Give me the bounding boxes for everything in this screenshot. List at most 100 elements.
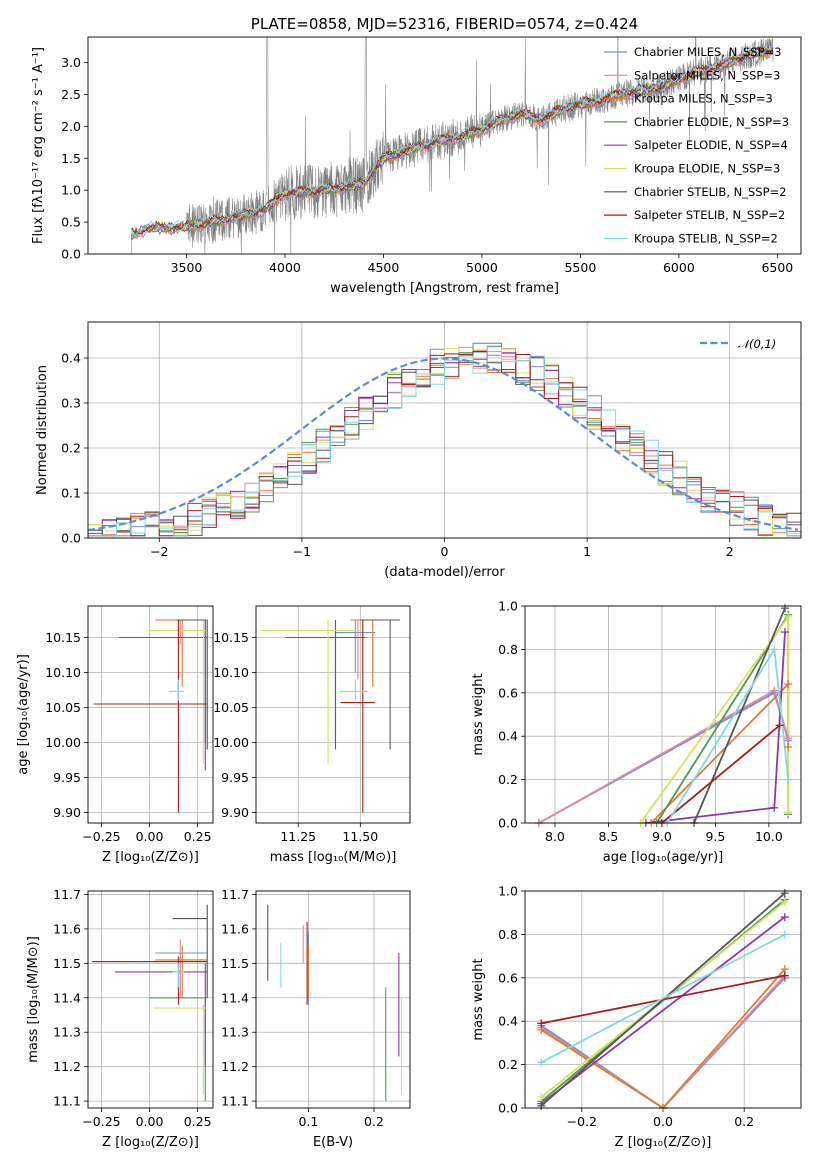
weight_vs_age-point-marker bbox=[775, 721, 784, 730]
age_vs_Z-plot-area bbox=[93, 619, 208, 813]
residuals-y-axis-label: Normed distribution bbox=[35, 365, 50, 495]
spectrum-y-tick-label: 0.0 bbox=[61, 247, 81, 262]
weight_vs_Z-point-marker bbox=[780, 897, 789, 906]
legend-entry: Kroupa STELIB, N_SSP=2 bbox=[634, 231, 778, 245]
weight_vs_age-x-tick-label: 8.5 bbox=[598, 829, 618, 844]
weight_vs_age-series-line bbox=[538, 691, 790, 823]
residuals-x-tick-label: 1 bbox=[583, 544, 591, 559]
mass_vs_ebv-x-tick-label: 0.1 bbox=[298, 1114, 318, 1129]
weight_vs_age-series-line bbox=[693, 607, 786, 823]
age_vs_Z-x-axis-label: Z [log₁₀(Z/Z⊙)] bbox=[102, 850, 199, 865]
mass_vs_Z-y-axis-label: mass [log₁₀(M/M⊙)] bbox=[26, 936, 41, 1063]
mass_vs_Z-errorbar-salpeter-miles bbox=[179, 939, 208, 998]
residuals-x-tick-label: 0 bbox=[441, 544, 449, 559]
weight_vs_age-point-marker bbox=[784, 680, 793, 689]
weight_vs_age-series-line bbox=[639, 614, 790, 823]
spectrum-x-axis-label: wavelength [Angstrom, rest frame] bbox=[330, 281, 559, 296]
weight_vs_Z-y-axis-label: mass weight bbox=[471, 958, 486, 1040]
age_vs_mass-y-tick-label: 10.05 bbox=[213, 700, 249, 715]
age_vs_Z-x-tick-label: −0.25 bbox=[82, 829, 120, 844]
residuals-legend: 𝒩(0,1) bbox=[700, 337, 776, 351]
age_vs_Z-errorbar-kroupa-stelib bbox=[168, 679, 185, 701]
mass_vs_ebv-y-tick-label: 11.5 bbox=[221, 956, 249, 971]
spectrum-frame bbox=[87, 36, 802, 255]
mass_vs_ebv-y-tick-label: 11.3 bbox=[221, 1025, 249, 1040]
age_vs_mass-plot-area bbox=[260, 619, 401, 813]
weight_vs_Z-point-marker bbox=[780, 930, 789, 939]
residuals-plot-area bbox=[88, 342, 801, 537]
legend-entry: Salpeter STELIB, N_SSP=2 bbox=[634, 208, 785, 222]
weight_vs_Z-y-tick-label: 0.2 bbox=[498, 1057, 518, 1072]
mass_vs_ebv-y-tick-label: 11.4 bbox=[221, 990, 249, 1005]
mass_vs_ebv-plot-area bbox=[267, 904, 403, 1102]
age_vs_mass-errorbar-kroupa-elodie bbox=[260, 620, 361, 764]
weight_vs_age-plot-area bbox=[538, 607, 790, 823]
mass_vs_ebv-grid bbox=[256, 891, 410, 1108]
legend-entry: Kroupa MILES, N_SSP=3 bbox=[634, 92, 773, 106]
spectrum-y-tick-label: 2.5 bbox=[61, 87, 81, 102]
weight_vs_Z-frame bbox=[524, 890, 802, 1109]
weight_vs_age-series-line bbox=[661, 724, 781, 823]
age_vs_Z-y-tick-label: 9.90 bbox=[53, 805, 81, 820]
mass_vs_Z-errorbar-chabrier-stelib bbox=[172, 904, 208, 998]
mass_vs_Z-grid bbox=[88, 891, 213, 1108]
residuals-x-axis-label: (data-model)/error bbox=[384, 565, 505, 580]
weight_vs_age-point-marker bbox=[784, 612, 793, 621]
weight_vs_Z-point-marker bbox=[537, 1093, 546, 1102]
weight_vs_Z-y-tick-label: 1.0 bbox=[498, 884, 518, 899]
weight_vs_age-point-marker bbox=[770, 803, 779, 812]
mass_vs_Z-y-tick-label: 11.2 bbox=[53, 1059, 81, 1074]
weight_vs_age-point-marker bbox=[770, 645, 779, 654]
age_vs_Z-errorbar-salpeter-elodie bbox=[118, 620, 208, 771]
spectrum-y-tick-label: 1.5 bbox=[61, 151, 81, 166]
age_vs_mass-frame bbox=[255, 605, 411, 824]
weight_vs_age-point-marker bbox=[784, 808, 793, 817]
residuals-x-tick-label: −1 bbox=[293, 544, 311, 559]
weight_vs_age-x-tick-label: 9.5 bbox=[705, 829, 725, 844]
age_vs_mass-y-tick-label: 9.95 bbox=[221, 770, 249, 785]
weight_vs_Z-point-marker bbox=[537, 1058, 546, 1067]
legend-entry: 𝒩(0,1) bbox=[738, 337, 776, 351]
mass_vs_ebv-y-tick-label: 11.2 bbox=[221, 1059, 249, 1074]
weight_vs_Z-plot-area bbox=[540, 892, 786, 1108]
weight_vs_age-x-tick-label: 9.0 bbox=[652, 829, 672, 844]
age_vs_mass-y-tick-label: 10.15 bbox=[213, 630, 249, 645]
mass_vs_Z-y-tick-label: 11.5 bbox=[53, 956, 81, 971]
age_vs_mass-y-tick-label: 10.00 bbox=[213, 735, 249, 750]
age_vs_mass-y-tick-label: 10.10 bbox=[213, 665, 249, 680]
mass_vs_Z-y-tick-label: 11.6 bbox=[53, 921, 81, 936]
weight_vs_age-y-tick-label: 0.2 bbox=[498, 772, 518, 787]
chart-age_vs_mass: 11.25 11.50 9.90 9.95 10.00 10.05 10.10 10.15 ma… bbox=[213, 605, 411, 865]
mass_vs_Z-errorbar-chabrier-elodie bbox=[149, 997, 208, 1102]
spectrum-y-tick-label: 0.5 bbox=[61, 215, 81, 230]
spectrum-x-tick-label: 6000 bbox=[663, 260, 695, 275]
age_vs_mass-errorbar-chabrier-stelib bbox=[360, 619, 401, 750]
mass_vs_ebv-y-tick-label: 11.1 bbox=[221, 1094, 249, 1109]
age_vs_mass-y-tick-label: 9.90 bbox=[221, 805, 249, 820]
chart-age_vs_Z: −0.25 0.00 0.25 9.90 9.95 10.00 10.05 10.10 10.1… bbox=[16, 605, 214, 865]
mass_vs_Z-y-tick-label: 11.4 bbox=[53, 990, 81, 1005]
spectrum-y-axis-label: Flux [fλ10⁻¹⁷ erg cm⁻² s⁻¹ A⁻¹] bbox=[31, 47, 46, 244]
weight_vs_age-y-tick-label: 0.0 bbox=[498, 816, 518, 831]
legend-entry: Kroupa ELODIE, N_SSP=3 bbox=[634, 162, 780, 176]
weight_vs_age-point-marker bbox=[780, 628, 789, 637]
spectrum-x-tick-label: 5000 bbox=[466, 260, 498, 275]
weight_vs_Z-series-line bbox=[540, 974, 786, 1108]
weight_vs_age-point-marker bbox=[784, 775, 793, 784]
age_vs_Z-y-axis-label: age [log₁₀(age/yr)] bbox=[16, 654, 31, 775]
age_vs_Z-x-tick-label: 0.00 bbox=[136, 829, 164, 844]
mass_vs_Z-x-axis-label: Z [log₁₀(Z/Z⊙)] bbox=[102, 1135, 199, 1150]
spectrum-x-tick-label: 5500 bbox=[564, 260, 596, 275]
spectrum-x-tick-label: 3500 bbox=[171, 260, 203, 275]
age_vs_Z-y-tick-label: 10.10 bbox=[45, 665, 81, 680]
legend-entry: Chabrier ELODIE, N_SSP=3 bbox=[634, 115, 789, 129]
weight_vs_Z-y-tick-label: 0.8 bbox=[498, 927, 518, 942]
mass_vs_ebv-x-tick-label: 0.2 bbox=[364, 1114, 384, 1129]
age_vs_mass-x-tick-label: 11.50 bbox=[342, 829, 378, 844]
mass_vs_Z-x-tick-label: 0.00 bbox=[136, 1114, 164, 1129]
weight_vs_age-series-line bbox=[650, 681, 790, 823]
weight_vs_age-point-marker bbox=[780, 604, 789, 613]
age_vs_mass-errorbar-chabrier-miles bbox=[335, 620, 376, 673]
spectrum-x-tick-label: 4500 bbox=[368, 260, 400, 275]
residuals-y-tick-label: 0.4 bbox=[61, 351, 81, 366]
